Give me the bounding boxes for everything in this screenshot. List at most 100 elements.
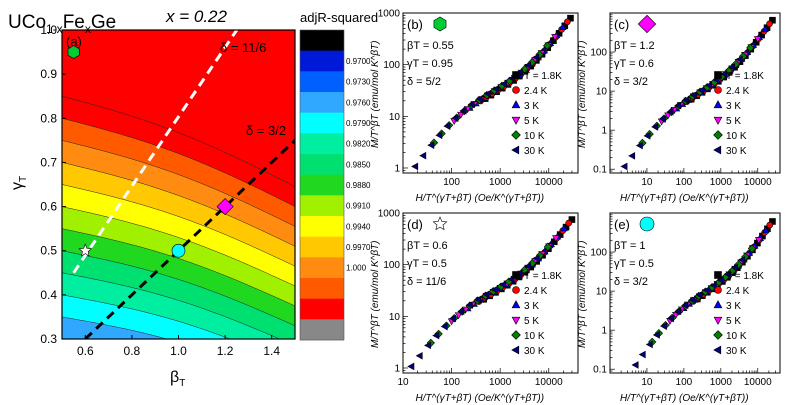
data-point <box>761 25 769 33</box>
data-point <box>688 296 696 304</box>
x-axis-label: H/T^(γT+βT) (Oe/K^(γT+βT)) <box>620 393 749 404</box>
data-point <box>560 224 568 232</box>
legend-label: 30 K <box>524 346 545 357</box>
colorbar-tick-label: 0.9820 <box>346 140 371 149</box>
x-tick-label: 1000 <box>489 377 512 388</box>
data-point <box>564 18 571 26</box>
colorbar-swatch <box>300 257 344 279</box>
legend-label: 2.4 K <box>524 86 548 97</box>
panel-a-ticks: 0.6 0.8 1.0 1.2 1.4 0.3 0.4 0.5 0.6 0.7 0.8 0.9 1.0 <box>40 23 280 358</box>
legend-label: 5 K <box>726 116 741 127</box>
y-axis-label: γT <box>9 176 29 190</box>
y-tick-label: 0.1 <box>593 165 607 176</box>
colorbar-swatch <box>300 30 344 51</box>
colorbar-tick-label: 0.9970 <box>346 243 371 252</box>
data-point <box>697 86 705 95</box>
legend-label: 2.4 K <box>726 86 750 97</box>
panel-label-a: (a) <box>66 34 82 49</box>
data-point <box>532 254 540 263</box>
data-point <box>681 96 689 104</box>
data-point <box>754 237 763 245</box>
y-tick-label: 100 <box>383 60 400 71</box>
panel-a: 0.6 0.8 1.0 1.2 1.40.30.40.50.60.70.80.91.0 … <box>8 7 296 389</box>
data-point <box>451 114 459 122</box>
legend-label: 10 K <box>726 131 747 142</box>
y-axis-label: M/T^βT (emu/mol K^βT) <box>577 41 588 148</box>
colorbar-tick-label: 0.9700 <box>346 57 371 66</box>
y-tick-label: 1000 <box>378 9 401 20</box>
parameter-label: βT = 1.2 <box>614 40 655 52</box>
legend-marker <box>511 345 520 355</box>
data-point <box>467 100 475 109</box>
legend-label: T = 1.8K <box>726 71 764 82</box>
legend-marker <box>714 271 722 279</box>
data-point <box>490 285 498 294</box>
legend-marker <box>713 100 723 109</box>
colorbar: adjR-squared 0.97000.97300.97600.97900.9… <box>299 10 378 341</box>
data-point <box>643 132 651 140</box>
parameter-label: δ = 3/2 <box>614 276 648 288</box>
y-tick-label: 1000 <box>378 209 401 220</box>
legend-marker <box>512 71 520 79</box>
data-point <box>766 221 774 229</box>
legend-label: 10 K <box>726 331 747 342</box>
x-tick-label: 10000 <box>744 177 772 188</box>
y-tick-label: 1 <box>601 126 607 137</box>
y-tick-label: 1 <box>601 326 607 337</box>
data-point <box>652 331 660 339</box>
legend-label: 5 K <box>524 316 539 327</box>
legend-marker <box>512 286 520 294</box>
colorbar-tick-label: 0.9760 <box>346 98 371 107</box>
legend-label: 3 K <box>524 101 539 112</box>
x-tick-label: 100 <box>676 377 693 388</box>
data-point <box>761 226 770 234</box>
data-point <box>709 281 717 290</box>
legend-marker <box>713 300 723 309</box>
legend-label: T = 1.8K <box>726 271 764 282</box>
data-point <box>689 91 697 99</box>
y-tick-label: 0.3 <box>40 332 57 346</box>
x-tick-label: 100 <box>443 377 460 388</box>
colorbar-swatch <box>300 236 344 258</box>
colorbar-swatch <box>300 298 344 320</box>
y-tick-label: 0.5 <box>40 244 57 258</box>
data-point <box>499 80 507 88</box>
colorbar-swatch <box>300 112 344 134</box>
x-value-label: x = 0.22 <box>165 7 228 26</box>
x-axis-label: H/T^(γT+βT) (Oe/K^(γT+βT)) <box>620 193 749 204</box>
y-axis-label: M/T^βT (emu/mol K^βT) <box>370 41 381 148</box>
y-tick-label: 0.4 <box>40 288 57 302</box>
data-point <box>524 61 531 70</box>
legend-label: 30 K <box>726 146 747 157</box>
data-point <box>465 301 473 309</box>
y-tick-label: 10 <box>596 287 608 298</box>
colorbar-swatch <box>300 50 344 72</box>
legend-label: 30 K <box>726 346 747 357</box>
legend-label: 10 K <box>524 131 545 142</box>
data-point <box>483 89 491 98</box>
colorbar-swatches <box>299 29 345 341</box>
colorbar-swatch <box>300 154 344 175</box>
diamond-marker <box>216 198 234 216</box>
x-axis-label: βT <box>170 369 185 389</box>
legend-marker <box>713 330 723 340</box>
x-tick-label: 100 <box>676 177 693 188</box>
panel-label: (d) <box>407 217 423 232</box>
circle-marker <box>171 243 186 258</box>
main-title: UCo1-xFexGe <box>8 12 116 36</box>
data-point <box>454 312 463 320</box>
colorbar-swatch <box>300 195 344 217</box>
x-tick-label: 10 <box>397 377 409 388</box>
data-point <box>524 262 532 270</box>
x-tick-label: 10000 <box>744 377 772 388</box>
panel-key-marker <box>637 14 657 34</box>
delta-3-2-label: δ = 3/2 <box>246 123 286 138</box>
data-point <box>735 55 743 64</box>
data-point <box>638 350 646 359</box>
data-point <box>558 23 567 31</box>
x-axis-label: H/T^(γT+βT) (Oe/K^(γT+βT)) <box>416 193 545 204</box>
colorbar-tick-label: 0.9940 <box>346 222 371 231</box>
data-point <box>753 36 762 44</box>
data-point <box>731 263 738 272</box>
colorbar-swatch <box>300 278 344 299</box>
